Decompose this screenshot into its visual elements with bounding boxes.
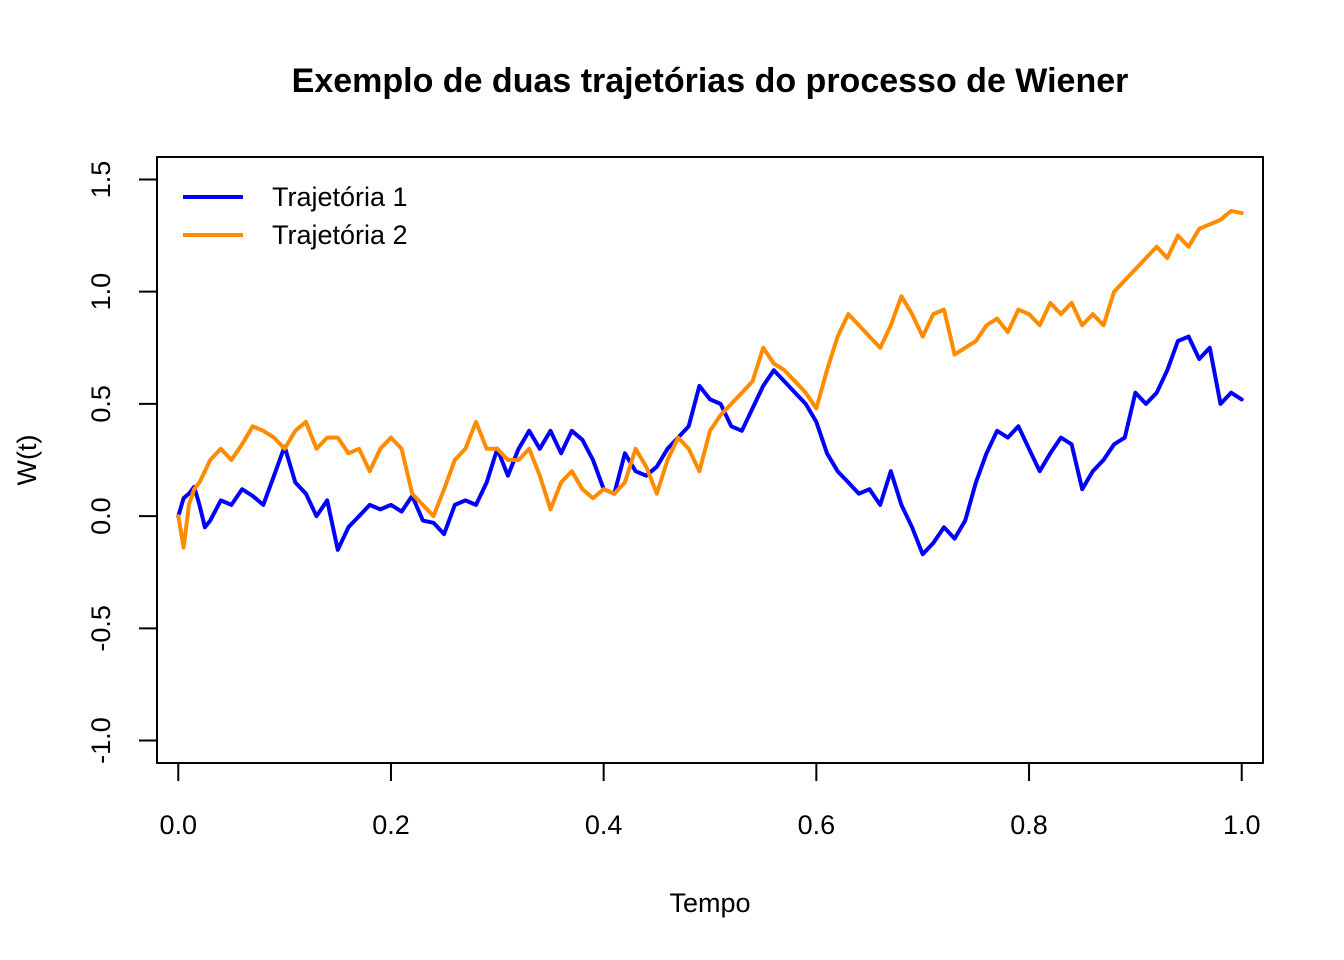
series-line-2 xyxy=(176,208,1244,550)
y-axis: -1.0 -0.5 0.0 0.5 1.0 1.5 xyxy=(86,161,158,764)
x-tick-label: 0.6 xyxy=(798,810,836,840)
y-tick-label: -1.0 xyxy=(86,717,116,764)
x-tick-label: 1.0 xyxy=(1223,810,1261,840)
x-tick-label: 0.2 xyxy=(372,810,410,840)
x-axis-label: Tempo xyxy=(669,888,750,918)
y-tick-label: 1.5 xyxy=(86,161,116,199)
y-tick-label: 0.0 xyxy=(86,497,116,535)
x-tick-label: 0.4 xyxy=(585,810,623,840)
chart-title: Exemplo de duas trajetórias do processo … xyxy=(292,62,1129,100)
legend-label-1: Trajetória 1 xyxy=(272,182,408,212)
x-axis: 0.0 0.2 0.4 0.6 0.8 1.0 xyxy=(159,762,1261,840)
series-line-1 xyxy=(176,334,1244,557)
plot-series xyxy=(176,208,1244,557)
y-tick-label: 0.5 xyxy=(86,385,116,423)
y-tick-label: -0.5 xyxy=(86,605,116,652)
y-axis-label: W(t) xyxy=(12,435,42,486)
legend: Trajetória 1 Trajetória 2 xyxy=(183,182,408,250)
x-tick-label: 0.0 xyxy=(159,810,197,840)
y-tick-label: 1.0 xyxy=(86,273,116,311)
x-tick-label: 0.8 xyxy=(1010,810,1048,840)
legend-label-2: Trajetória 2 xyxy=(272,220,408,250)
